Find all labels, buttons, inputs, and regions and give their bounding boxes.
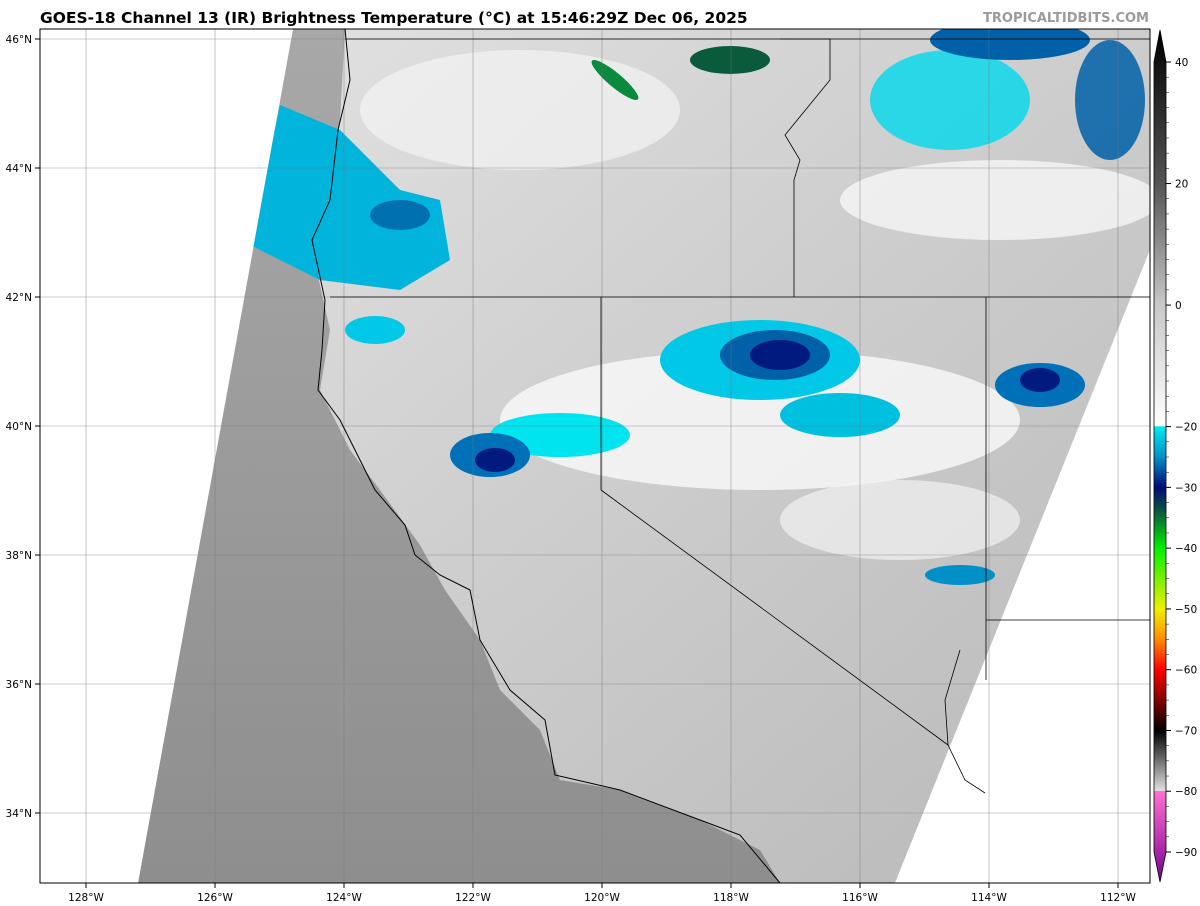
colorbar-tick-label: −70 <box>1175 725 1197 737</box>
coastline <box>311 29 781 883</box>
ir-imagery <box>138 29 1150 883</box>
colorbar-tick-label: −50 <box>1175 604 1197 616</box>
colorbar-tick-label: −60 <box>1175 665 1197 677</box>
colorbar-scale <box>1153 29 1167 883</box>
latitude-label: 36°N <box>6 679 32 691</box>
longitude-label: 120°W <box>584 892 620 904</box>
map-title: GOES-18 Channel 13 (IR) Brightness Tempe… <box>40 9 748 27</box>
latitude-label: 46°N <box>6 34 32 46</box>
longitude-label: 114°W <box>971 892 1007 904</box>
map-frame <box>39 28 1151 884</box>
longitude-label: 122°W <box>455 892 491 904</box>
colorbar-tick-label: −20 <box>1175 422 1197 434</box>
latitude-label: 42°N <box>6 292 32 304</box>
longitude-axis: 128°W 126°W 124°W 122°W 120°W 118°W 116°W 114°W… <box>68 883 1136 904</box>
colorbar-tick-label: −30 <box>1175 482 1197 494</box>
longitude-label: 112°W <box>1100 892 1136 904</box>
longitude-label: 128°W <box>68 892 104 904</box>
cloud-cyan <box>250 105 450 290</box>
latitude-label: 44°N <box>6 163 32 175</box>
colorbar-tick-label: 40 <box>1175 57 1188 69</box>
latitude-label: 40°N <box>6 421 32 433</box>
longitude-label: 124°W <box>326 892 362 904</box>
colorbar-tick-label: 20 <box>1175 179 1188 191</box>
latitude-axis: 46°N 44°N 42°N 40°N 38°N 36°N 34°N <box>6 34 40 820</box>
colorbar-tick-label: −90 <box>1175 847 1197 859</box>
longitude-label: 118°W <box>713 892 749 904</box>
colorbar-tick-label: −40 <box>1175 543 1197 555</box>
colorbar-tick-label: 0 <box>1175 300 1182 312</box>
longitude-label: 116°W <box>842 892 878 904</box>
colorbar-tick-label: −80 <box>1175 786 1197 798</box>
state-borders <box>330 38 1150 794</box>
latitude-label: 34°N <box>6 808 32 820</box>
longitude-label: 126°W <box>197 892 233 904</box>
colorbar: 40 20 0 −20 −30 −40 −50 −60 −70 −80 −90 <box>1153 29 1197 883</box>
latitude-label: 38°N <box>6 550 32 562</box>
brand-watermark: TROPICALTIDBITS.COM <box>983 11 1149 26</box>
